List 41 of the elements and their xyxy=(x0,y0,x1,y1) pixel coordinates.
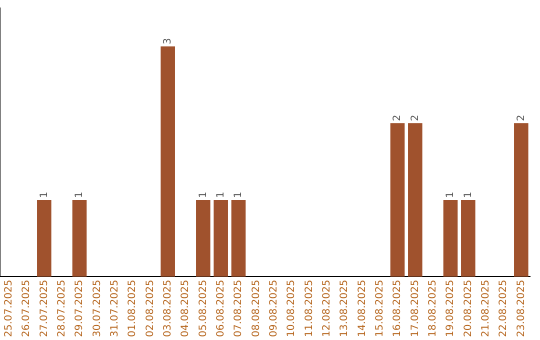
x-tick-label: 04.08.2025 xyxy=(180,280,192,338)
x-tick-label: 09.08.2025 xyxy=(268,280,280,338)
x-tick-label: 20.08.2025 xyxy=(462,280,474,338)
x-tick-label: 16.08.2025 xyxy=(392,280,404,338)
x-tick-label: 08.08.2025 xyxy=(250,280,262,338)
x-tick-label: 07.08.2025 xyxy=(233,280,244,338)
x-tick-label: 01.08.2025 xyxy=(127,280,138,338)
x-tick-label: 06.08.2025 xyxy=(215,280,226,338)
data-label: 1 xyxy=(38,192,50,198)
x-tick-label: 29.07.2025 xyxy=(74,280,86,338)
x-tick-label: 10.08.2025 xyxy=(286,280,298,338)
x-tick-label: 12.08.2025 xyxy=(321,280,332,338)
x-tick-label: 15.08.2025 xyxy=(374,280,386,338)
x-tick-label: 17.08.2025 xyxy=(410,280,421,338)
x-tick-label: 22.08.2025 xyxy=(498,280,510,338)
data-label: 1 xyxy=(445,192,456,198)
x-tick-label: 02.08.2025 xyxy=(144,280,156,338)
data-label: 1 xyxy=(198,192,209,198)
x-tick-label: 31.07.2025 xyxy=(109,280,120,338)
x-tick-label: 19.08.2025 xyxy=(445,280,456,338)
x-tick-label: 27.07.2025 xyxy=(38,280,50,338)
data-label: 1 xyxy=(215,192,226,198)
x-tick-label: 14.08.2025 xyxy=(356,280,368,338)
x-tick-label: 25.07.2025 xyxy=(3,280,14,338)
data-label: 2 xyxy=(410,114,421,122)
x-tick-label: 23.08.2025 xyxy=(516,280,527,338)
x-tick-label: 26.07.2025 xyxy=(21,280,32,338)
data-label: 1 xyxy=(74,192,86,198)
data-label: 1 xyxy=(233,192,244,198)
x-tick-label: 18.08.2025 xyxy=(427,280,438,338)
x-tick-label: 05.08.2025 xyxy=(198,280,209,338)
data-label: 2 xyxy=(392,114,404,122)
x-tick-label: 13.08.2025 xyxy=(339,280,350,338)
data-label: 1 xyxy=(462,192,474,198)
data-label: 3 xyxy=(162,38,174,44)
x-tick-label: 21.08.2025 xyxy=(480,280,492,338)
data-label: 2 xyxy=(516,114,527,122)
x-tick-label: 11.08.2025 xyxy=(304,280,315,338)
x-tick-label: 03.08.2025 xyxy=(162,280,174,338)
x-tick-label: 28.07.2025 xyxy=(56,280,68,338)
x-tick-label: 30.07.2025 xyxy=(92,280,103,338)
